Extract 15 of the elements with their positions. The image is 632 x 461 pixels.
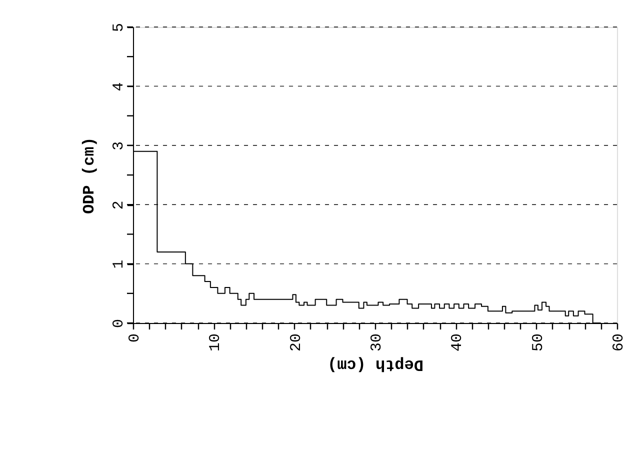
x-tick-label: 40 <box>449 334 466 352</box>
x-tick-label: 60 <box>610 334 628 352</box>
x-tick-label: 30 <box>368 334 386 352</box>
y-tick-label: 4 <box>110 82 128 92</box>
x-tick-label: 20 <box>288 334 305 352</box>
y-axis-title: ODP (cm) <box>80 137 98 214</box>
x-axis-title: Depth (cm) <box>327 356 424 374</box>
y-tick-label: 1 <box>110 260 128 269</box>
y-tick-label: 3 <box>110 141 128 150</box>
x-tick-label: 50 <box>530 334 547 352</box>
x-tick-label: 10 <box>207 334 224 352</box>
y-tick-label: 0 <box>110 318 128 328</box>
x-tick-label: 0 <box>126 334 144 343</box>
y-tick-label: 2 <box>110 200 128 210</box>
y-tick-label: 5 <box>110 22 128 32</box>
